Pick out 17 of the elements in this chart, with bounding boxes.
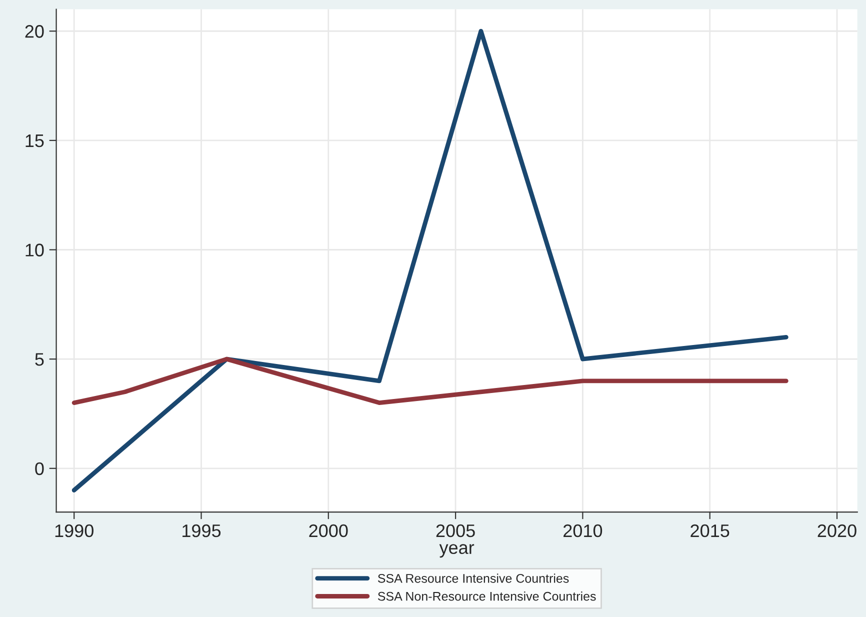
x-tick-label: 1995 <box>182 524 221 538</box>
legend-label: SSA Resource Intensive Countries <box>378 574 569 583</box>
x-tick-label: 2015 <box>690 524 730 538</box>
y-tick-label: 10 <box>26 244 44 256</box>
line-series <box>72 356 788 406</box>
y-tick-label: 5 <box>35 353 44 366</box>
y-tick-label: 15 <box>26 134 44 148</box>
line-series <box>72 28 788 492</box>
y-tick-label: 20 <box>25 25 44 38</box>
x-tick-label: 2020 <box>818 524 856 538</box>
x-tick-label: 2005 <box>436 524 475 538</box>
legend-label: SSA Non-Resource Intensive Countries <box>378 592 596 601</box>
x-tick-label: 2010 <box>564 524 602 538</box>
x-tick-label: 1990 <box>55 524 94 538</box>
x-tick-label: 2000 <box>309 524 348 538</box>
x-axis-title: year <box>439 544 474 558</box>
y-tick-label: 0 <box>35 462 44 476</box>
